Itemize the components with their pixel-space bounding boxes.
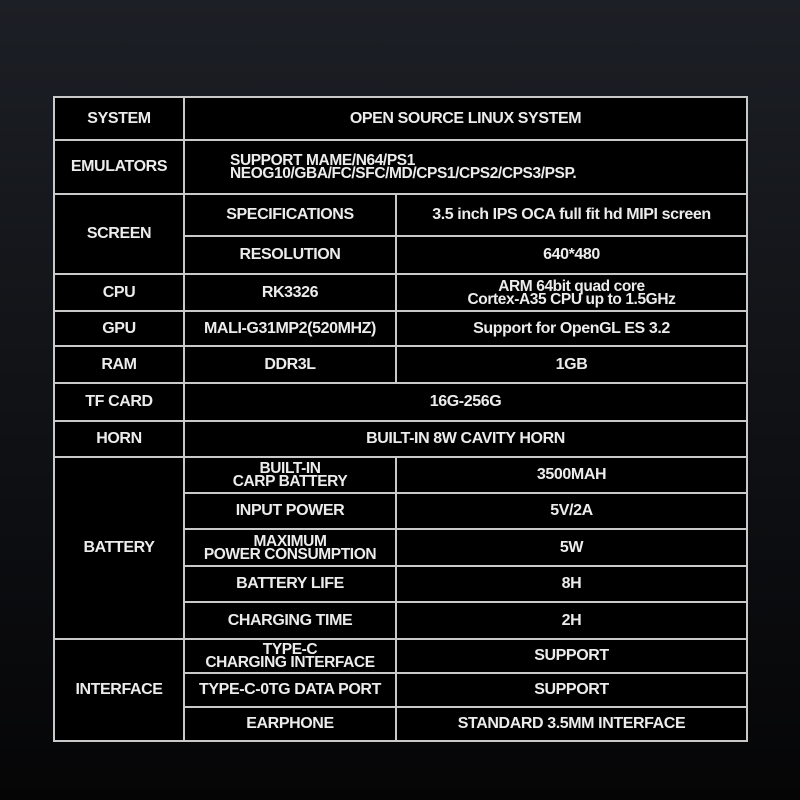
label-horn: HORN [53, 420, 185, 458]
label-line-1: BUILT-IN [259, 460, 321, 477]
battery-capacity-label: BUILT-IN CARP BATTERY [183, 456, 397, 494]
type-c-charging-value: SUPPORT [394, 638, 749, 674]
battery-life-label: BATTERY LIFE [183, 565, 397, 603]
row-horn: HORN BUILT-IN 8W CAVITY HORN [53, 420, 749, 458]
emulators-line-2: NEOG10/GBA/FC/SFC/MD/CPS1/CPS2/CPS3/PSP. [230, 165, 577, 182]
label-line-1: MAXIMUM [253, 532, 327, 550]
cpu-line-1: ARM 64bit quad core [498, 277, 645, 295]
row-input-power: INPUT POWER 5V/2A [54, 492, 749, 530]
value-horn: BUILT-IN 8W CAVITY HORN [182, 420, 749, 458]
label-specifications: SPECIFICATIONS [183, 193, 397, 237]
value-cpu: ARM 64bit quad core Cortex-A35 CPU up to … [394, 273, 749, 312]
gpu-model: MALI-G31MP2(520MHZ) [183, 310, 397, 347]
input-power-label: INPUT POWER [183, 492, 397, 530]
label-interface: INTERFACE [53, 638, 185, 742]
label-system: SYSTEM [53, 96, 185, 141]
row-earphone: EARPHONE STANDARD 3.5MM INTERFACE [54, 706, 749, 742]
value-specifications: 3.5 inch IPS OCA full fit hd MIPI screen [394, 193, 749, 237]
battery-life-value: 8H [394, 565, 749, 603]
row-cpu: CPU RK3326 ARM 64bit quad core Cortex-A35… [53, 273, 749, 312]
label-emulators: EMULATORS [53, 139, 185, 195]
charging-time-value: 2H [394, 601, 749, 640]
row-battery-capacity: BATTERY BUILT-IN CARP BATTERY 3500MAH [53, 456, 749, 640]
label-tf-card: TF CARD [53, 382, 185, 422]
row-screen-resolution: RESOLUTION 640*480 [54, 235, 749, 275]
otg-port-value: SUPPORT [394, 672, 749, 708]
row-type-c-charging: INTERFACE TYPE-C CHARGING INTERFACE SUPPO… [53, 638, 749, 742]
ram-model: DDR3L [183, 345, 397, 384]
value-tf-card: 16G-256G [182, 382, 749, 422]
row-battery-life: BATTERY LIFE 8H [54, 565, 749, 603]
label-line-2: POWER CONSUMPTION [203, 545, 377, 563]
label-screen: SCREEN [53, 193, 185, 275]
battery-capacity-value: 3500MAH [394, 456, 749, 494]
label-gpu: GPU [53, 310, 185, 347]
input-power-value: 5V/2A [394, 492, 749, 530]
value-ram: 1GB [394, 345, 749, 384]
row-max-power: MAXIMUM POWER CONSUMPTION 5W [54, 528, 749, 567]
row-tf-card: TF CARD 16G-256G [53, 382, 749, 422]
label-line-2: CARP BATTERY [232, 473, 348, 490]
row-emulators: EMULATORS SUPPORT MAME/N64/PS1 NEOG10/GBA… [53, 139, 749, 195]
cpu-model: RK3326 [183, 273, 397, 312]
row-system: SYSTEM OPEN SOURCE LINUX SYSTEM [53, 96, 749, 141]
earphone-value: STANDARD 3.5MM INTERFACE [394, 706, 749, 742]
type-c-charging-label: TYPE-C CHARGING INTERFACE [183, 638, 397, 674]
value-emulators: SUPPORT MAME/N64/PS1 NEOG10/GBA/FC/SFC/MD… [182, 139, 749, 195]
row-otg-port: TYPE-C-0TG DATA PORT SUPPORT [54, 672, 749, 708]
label-resolution: RESOLUTION [183, 235, 397, 275]
row-charging-time: CHARGING TIME 2H [54, 601, 749, 640]
label-ram: RAM [53, 345, 185, 384]
row-ram: RAM DDR3L 1GB [53, 345, 749, 384]
spec-table: SYSTEM OPEN SOURCE LINUX SYSTEM EMULATOR… [53, 96, 749, 742]
emulators-line-1: SUPPORT MAME/N64/PS1 [230, 152, 415, 169]
label-cpu: CPU [53, 273, 185, 312]
row-gpu: GPU MALI-G31MP2(520MHZ) Support for Open… [53, 310, 749, 347]
cpu-line-2: Cortex-A35 CPU up to 1.5GHz [467, 290, 676, 308]
max-power-value: 5W [394, 528, 749, 567]
value-system: OPEN SOURCE LINUX SYSTEM [182, 96, 749, 141]
charging-time-label: CHARGING TIME [183, 601, 397, 640]
label-line-1: TYPE-C [262, 641, 318, 658]
row-screen-spec: SCREEN SPECIFICATIONS 3.5 inch IPS OCA f… [53, 193, 749, 275]
label-battery: BATTERY [53, 456, 185, 640]
max-power-label: MAXIMUM POWER CONSUMPTION [183, 528, 397, 567]
otg-port-label: TYPE-C-0TG DATA PORT [183, 672, 397, 708]
value-resolution: 640*480 [394, 235, 749, 275]
earphone-label: EARPHONE [183, 706, 397, 742]
label-line-2: CHARGING INTERFACE [205, 654, 375, 671]
value-gpu: Support for OpenGL ES 3.2 [394, 310, 749, 347]
